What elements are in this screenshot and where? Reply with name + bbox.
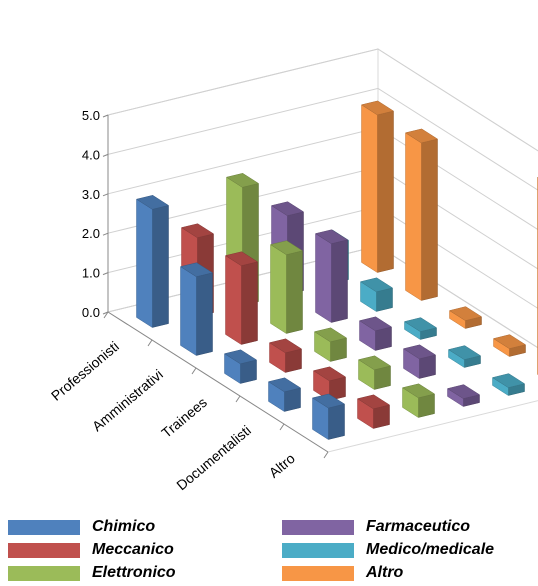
bar-altro-amministrativi	[406, 129, 438, 301]
bar-side-face	[286, 251, 302, 334]
y-tick-label: 3.0	[82, 187, 100, 202]
y-tick	[103, 194, 108, 196]
bar-medicomedicale-altro	[493, 374, 525, 396]
bar-front-face	[406, 133, 422, 301]
bar-farmaceutico-amministrativi	[316, 230, 348, 323]
y-tick	[103, 154, 108, 156]
category-label: Altro	[266, 450, 298, 481]
bar-front-face	[137, 199, 153, 327]
legend-swatch	[282, 543, 354, 558]
category-label: Amministrativi	[89, 366, 166, 434]
legend-item: Elettronico	[8, 562, 176, 584]
y-tick	[103, 115, 108, 117]
bar-side-face	[196, 273, 212, 356]
bar-medicomedicale-documentalisti	[449, 346, 481, 368]
y-tick-label: 2.0	[82, 226, 100, 241]
bar-side-face	[377, 111, 393, 273]
bar-altro-documentalisti	[494, 335, 526, 357]
y-tick-label: 0.0	[82, 305, 100, 320]
legend-label: Meccanico	[92, 541, 174, 559]
legend-label: Altro	[366, 564, 403, 582]
legend-item: Chimico	[8, 516, 155, 538]
bar-elettronico-trainees	[315, 328, 347, 362]
y-tick	[103, 273, 108, 275]
bar-meccanico-trainees	[270, 339, 302, 373]
bar-elettronico-altro	[403, 384, 435, 418]
x-tick	[324, 452, 328, 458]
y-tick-label: 1.0	[82, 266, 100, 281]
legend-item: Meccanico	[8, 539, 174, 561]
bar-farmaceutico-trainees	[360, 317, 392, 351]
category-label: Documentalisti	[173, 422, 254, 493]
bar-chimico-documentalisti	[269, 378, 301, 412]
bar-side-face	[331, 240, 347, 323]
bar-altro-professionisti	[362, 101, 394, 273]
legend-item: Medico/medicale	[282, 539, 494, 561]
x-tick	[236, 396, 240, 402]
legend-swatch	[282, 566, 354, 581]
bar-front-face	[362, 105, 378, 273]
bar-meccanico-altro	[358, 395, 390, 429]
legend-swatch	[8, 543, 80, 558]
gridline	[108, 49, 538, 189]
3d-column-chart: 0.0 1.0 2.0 3.0 4.0 5.0 ProfessionistiAmminist…	[0, 0, 538, 510]
bar-elettronico-amministrativi	[271, 241, 303, 334]
bar-side-face	[328, 404, 344, 440]
bar-elettronico-documentalisti	[359, 356, 391, 390]
legend-swatch	[282, 520, 354, 535]
bar-side-face	[421, 139, 437, 301]
category-label: Professionisti	[48, 338, 122, 404]
bar-medicomedicale-amministrativi	[361, 278, 393, 312]
legend-label: Chimico	[92, 518, 155, 536]
x-tick	[280, 424, 284, 430]
bar-chimico-altro	[313, 394, 345, 440]
bar-side-face	[152, 205, 168, 327]
bar-front-face	[271, 245, 287, 334]
x-tick	[192, 368, 196, 374]
legend-label: Medico/medicale	[366, 541, 494, 559]
y-tick	[103, 233, 108, 235]
y-tick-label: 5.0	[82, 108, 100, 123]
legend-label: Elettronico	[92, 564, 176, 582]
legend: Chimico Meccanico Elettronico Farmaceutico M…	[0, 514, 538, 586]
legend-item: Altro	[282, 562, 403, 584]
bar-farmaceutico-altro	[448, 385, 480, 407]
legend-swatch	[8, 566, 80, 581]
bar-chimico-amministrativi	[181, 263, 213, 356]
legend-item: Farmaceutico	[282, 516, 470, 538]
bar-side-face	[241, 262, 257, 345]
y-tick-label: 4.0	[82, 147, 100, 162]
legend-label: Farmaceutico	[366, 518, 470, 536]
bar-front-face	[226, 256, 242, 345]
bar-front-face	[316, 234, 332, 323]
legend-swatch	[8, 520, 80, 535]
bar-front-face	[181, 267, 197, 356]
bar-altro-trainees	[450, 307, 482, 329]
bar-medicomedicale-trainees	[405, 318, 437, 340]
x-tick	[148, 340, 152, 346]
category-label: Trainees	[158, 394, 210, 441]
bar-meccanico-amministrativi	[226, 252, 258, 345]
bar-chimico-professionisti	[137, 195, 169, 327]
bar-chimico-trainees	[225, 350, 257, 384]
bar-farmaceutico-documentalisti	[404, 345, 436, 379]
